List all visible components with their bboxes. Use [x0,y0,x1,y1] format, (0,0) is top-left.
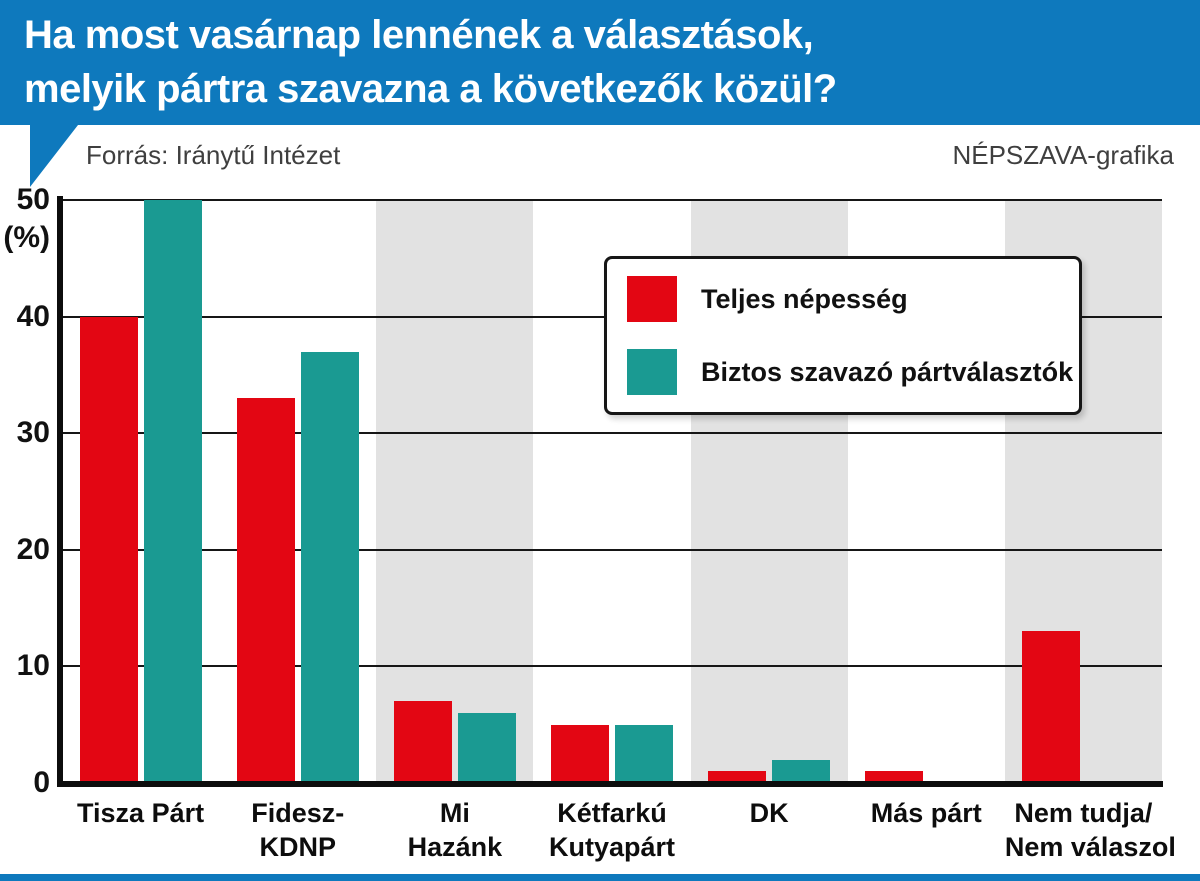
bar-series1-cat4 [772,759,831,783]
bar-series0-cat6 [1022,631,1081,783]
page-title: Ha most vasárnap lennének a választások,… [24,8,1180,116]
bottom-accent-bar [0,874,1200,881]
bar-series1-cat1 [300,351,359,783]
x-category-label: Tisza Párt [77,798,205,828]
x-category-label: DK [749,798,789,828]
bar-series0-cat0 [79,316,138,783]
credit-label: NÉPSZAVA-grafika [952,140,1174,170]
y-axis-line [57,196,63,787]
x-category-label: Mi Hazánk [407,798,503,862]
bar-series0-cat3 [551,724,609,783]
x-axis-labels: Tisza Párt Fidesz- KDNP Mi Hazánk Kétfarkú Kut… [62,796,1176,864]
y-tick-label: 0 [33,766,50,799]
x-category-label: Nem tudja/Nem válaszol [1004,798,1176,862]
bar-series1-cat3 [615,724,673,783]
x-category-label: Kétfarkú Kutyapárt [548,798,675,862]
y-tick-label: 50 [16,183,50,216]
x-axis-line [57,781,1163,787]
legend-entry-certain-voters: Biztos szavazó pártválasztók [627,349,1073,395]
legend-entry-total: Teljes népesség [627,276,1059,322]
y-tick-label: 20 [16,532,50,566]
meta-row: Forrás: Iránytű Intézet NÉPSZAVA-grafika [86,140,1174,171]
legend-label-total: Teljes népesség [701,283,908,314]
gridline [62,432,1162,435]
page-title-line2: melyik pártra szavazna a következők közü… [24,67,837,111]
bar-series1-cat2 [457,713,516,783]
y-axis-labels: 0 10 20 30 40 50 (%) [0,0,50,881]
header-banner: Ha most vasárnap lennének a választások,… [0,0,1200,125]
legend-label-certain-voters: Biztos szavazó pártválasztók [701,356,1074,387]
y-tick-label: 40 [16,299,50,333]
x-category-label: Fidesz- KDNP [251,798,345,862]
legend-swatch-teal [627,349,677,395]
plot-area [62,199,1162,783]
source-label: Forrás: Iránytű Intézet [86,140,341,170]
gridline [62,548,1162,551]
y-axis-unit-label: (%) [3,221,50,254]
legend-swatch-red [627,276,677,322]
gridline [62,665,1162,668]
y-tick-label: 10 [16,649,50,683]
bar-series0-cat1 [236,398,295,783]
y-tick-label: 30 [16,416,50,450]
legend: Teljes népesség Biztos szavazó pártválas… [604,256,1082,415]
bar-series0-cat2 [393,701,452,783]
column-band [376,200,534,783]
page-title-line1: Ha most vasárnap lennének a választások, [24,13,814,57]
gridline [62,199,1162,201]
x-category-label: Más párt [870,798,982,828]
bar-series0-cat4 [708,771,767,783]
bar-series0-cat5 [865,771,924,783]
bar-series1-cat0 [143,200,202,783]
